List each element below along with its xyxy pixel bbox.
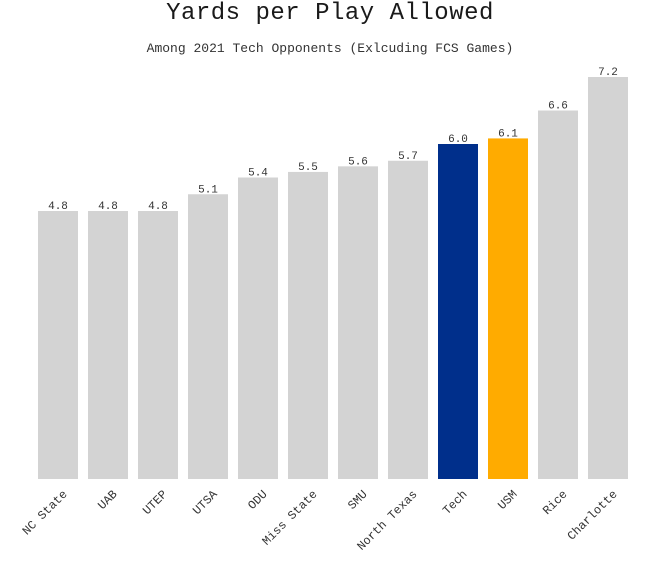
category-label-odu: ODU: [245, 488, 270, 513]
value-label-rice: 6.6: [548, 101, 568, 113]
value-label-north-texas: 5.7: [398, 151, 418, 163]
category-label-smu: SMU: [345, 488, 370, 513]
value-label-nc-state: 4.8: [48, 201, 68, 213]
bar-nc-state: [38, 211, 78, 479]
value-label-odu: 5.4: [248, 168, 268, 180]
bar-north-texas: [388, 160, 428, 479]
category-label-utsa: UTSA: [190, 487, 221, 518]
chart-subtitle: Among 2021 Tech Opponents (Exlcuding FCS…: [146, 41, 514, 56]
bar-utsa: [188, 194, 228, 479]
bar-rice: [538, 110, 578, 479]
value-label-smu: 5.6: [348, 156, 368, 168]
value-label-charlotte: 7.2: [598, 67, 618, 79]
value-label-miss-state: 5.5: [298, 162, 318, 174]
bar-smu: [338, 166, 378, 480]
value-label-utsa: 5.1: [198, 184, 218, 196]
bar-odu: [238, 177, 278, 479]
category-label-uab: UAB: [95, 488, 120, 513]
value-label-usm: 6.1: [498, 128, 518, 140]
bar-uab: [88, 211, 128, 479]
category-label-usm: USM: [495, 488, 520, 513]
category-label-rice: Rice: [540, 488, 570, 518]
category-label-nc-state: NC State: [20, 488, 71, 539]
category-label-charlotte: Charlotte: [565, 488, 621, 544]
bar-utep: [138, 211, 178, 479]
value-labels-group: 4.8 4.8 4.8 5.1 5.4 5.5 5.6 5.7 6.0 6.1 6.6 7.2: [48, 67, 618, 213]
category-label-utep: UTEP: [140, 488, 170, 518]
value-label-tech: 6.0: [448, 134, 468, 146]
chart-title: Yards per Play Allowed: [166, 0, 494, 27]
bar-usm: [488, 138, 528, 479]
value-label-uab: 4.8: [98, 201, 118, 213]
bar-charlotte: [588, 77, 628, 479]
category-label-tech: Tech: [440, 488, 470, 518]
bar-tech: [438, 144, 478, 479]
bars-group: [38, 77, 628, 480]
value-label-utep: 4.8: [148, 201, 168, 213]
bar-miss-state: [288, 171, 328, 479]
